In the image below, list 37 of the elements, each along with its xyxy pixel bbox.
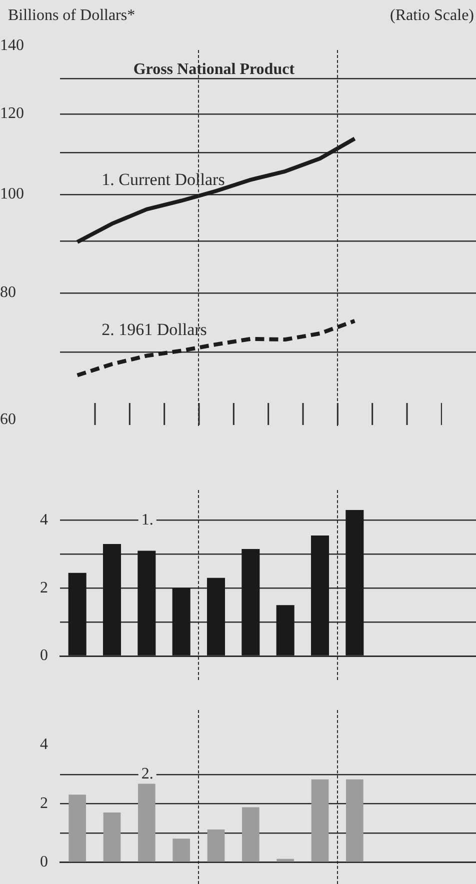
annotation: 2. <box>141 766 154 783</box>
y-tick-label: 2 <box>40 794 48 812</box>
bar <box>172 588 190 656</box>
y-tick-label: 120 <box>0 105 24 122</box>
bar <box>346 510 364 656</box>
y-tick-label: 2 <box>40 579 48 596</box>
bar <box>276 605 294 656</box>
line-series <box>75 318 357 378</box>
bar <box>310 535 330 656</box>
annotation: 1. <box>141 511 154 528</box>
text: (Ratio Scale) <box>390 7 474 24</box>
bar <box>138 550 156 656</box>
bar <box>206 578 226 656</box>
y-tick-label: 60 <box>0 411 16 428</box>
bar <box>242 549 260 656</box>
y-tick-label: 0 <box>40 854 48 871</box>
y-axis-title: Billions of Dollars* <box>8 7 136 24</box>
bar <box>103 812 121 862</box>
bar <box>276 858 294 862</box>
y-tick-label: 80 <box>0 284 16 302</box>
series-label: 2. 1961 Dollars <box>102 320 207 340</box>
bar <box>102 544 122 656</box>
y-tick-label: 0 <box>40 647 48 664</box>
series-label: 1. Current Dollars <box>102 170 225 190</box>
y-tick-label: 100 <box>0 186 24 203</box>
y-tick-label: 4 <box>40 736 48 754</box>
bar <box>68 794 86 862</box>
y-tick-label: 4 <box>40 511 48 528</box>
bar <box>242 807 260 862</box>
bar <box>68 572 86 656</box>
bar <box>346 779 364 862</box>
y-tick-label: 140 <box>0 37 24 54</box>
bar <box>172 838 190 862</box>
bar <box>311 779 329 862</box>
bar <box>207 830 225 862</box>
bar <box>138 784 156 862</box>
text: Gross National Product <box>133 61 296 78</box>
